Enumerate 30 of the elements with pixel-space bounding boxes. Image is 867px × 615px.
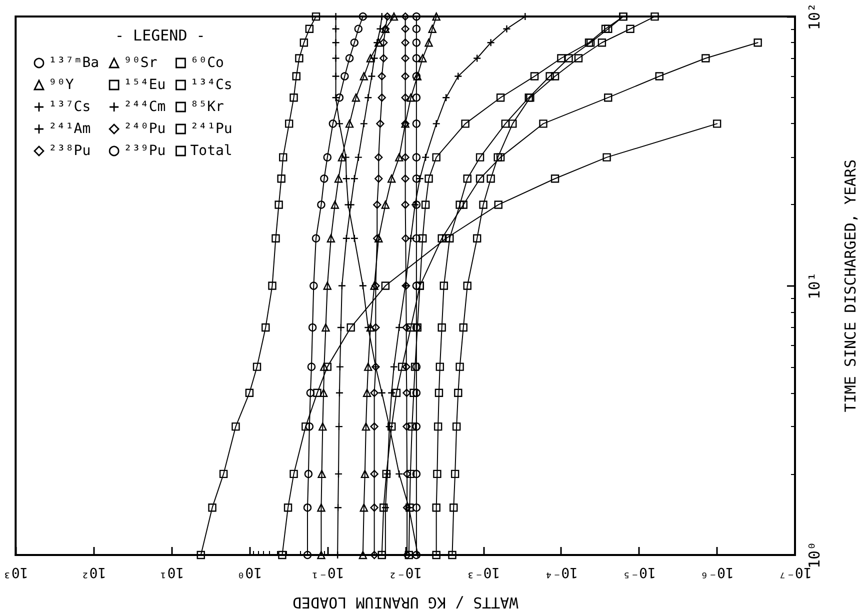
legend-label: ²⁴⁰Pu [124, 121, 166, 137]
legend-label: ¹⁵⁴Eu [124, 77, 166, 93]
x-tick-label: 10⁻⁶ [700, 564, 734, 580]
legend-label: Total [190, 143, 232, 159]
legend-label: ²³⁹Pu [124, 143, 166, 159]
x-axis-title: WATTS / KG URANIUM LOADED [292, 594, 518, 612]
legend-label: ⁸⁵Kr [190, 99, 224, 115]
x-tick-label: 10⁻¹ [310, 564, 344, 580]
x-tick-label: 10⁻² [388, 564, 422, 580]
legend-label: ¹³⁷Cs [48, 99, 91, 115]
legend-label: ²⁴¹Am [48, 121, 91, 137]
x-tick-label: 10¹ [158, 564, 184, 580]
y-axis-title: TIME SINCE DISCHARGED, YEARS [842, 159, 860, 412]
legend-title: - LEGEND - [115, 26, 206, 44]
legend-label: ²⁴⁴Cm [124, 99, 166, 115]
y-tick-label: 10² [806, 3, 824, 30]
x-tick-label: 10⁻⁵ [622, 564, 656, 580]
x-tick-label: 10⁻⁴ [544, 564, 578, 580]
legend-label: ²³⁸Pu [48, 143, 91, 159]
legend-label: ⁶⁰Co [190, 55, 224, 71]
x-tick-label: 10⁰ [236, 564, 262, 580]
x-tick-label: 10² [80, 564, 106, 580]
x-tick-label: 10³ [2, 564, 28, 580]
legend-label: ¹³⁴Cs [190, 77, 232, 93]
x-tick-label: 10⁻³ [466, 564, 500, 580]
legend-label: ¹³⁷ᵐBa [48, 55, 100, 71]
legend-label: ⁹⁰Y [48, 77, 74, 93]
y-tick-label: 10¹ [806, 272, 824, 300]
legend-label: ²⁴¹Pu [190, 121, 232, 137]
legend-label: ⁹⁰Sr [124, 55, 158, 71]
